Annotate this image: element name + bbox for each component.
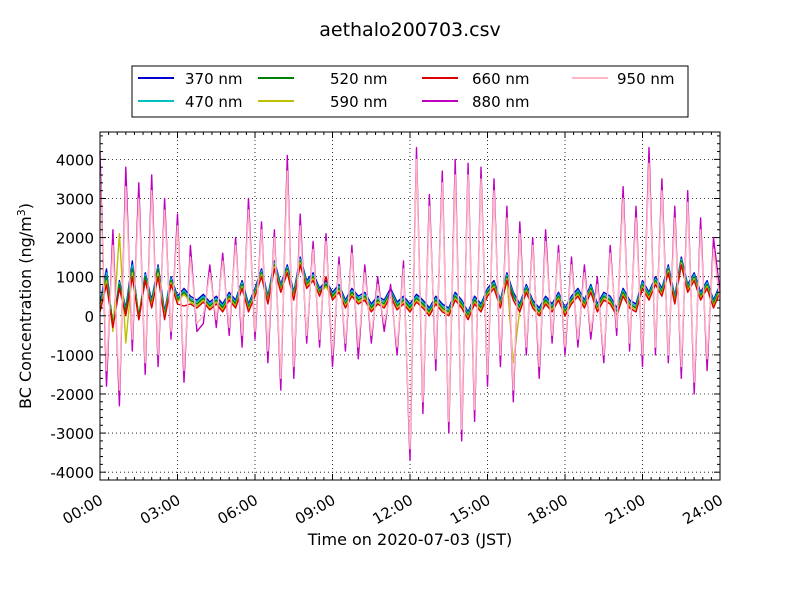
y-axis-label-main: BC Concentration (ng/m [16, 216, 35, 409]
series-line [99, 158, 721, 450]
legend-label: 660 nm [472, 70, 530, 88]
y-tick-label: -3000 [50, 425, 94, 443]
y-tick-label: 1000 [56, 269, 94, 287]
y-tick-label: 0 [84, 308, 94, 326]
legend: 370 nm 470 nm 520 nm 590 nm 660 nm 880 nm 950 … [131, 65, 689, 118]
legend-label: 470 nm [185, 93, 243, 111]
legend-label: 520 nm [330, 70, 388, 88]
y-axis-label-close: ) [16, 203, 35, 209]
y-tick-label: 2000 [56, 230, 94, 248]
y-tick-label: -1000 [50, 347, 94, 365]
y-tick-label: 3000 [56, 190, 94, 208]
legend-label: 950 nm [617, 70, 675, 88]
y-axis-label-sup: 3 [15, 209, 28, 216]
series-line [99, 146, 721, 462]
series-group [99, 146, 721, 462]
legend-label: 590 nm [330, 93, 388, 111]
legend-label: 880 nm [472, 93, 530, 111]
chart-title: aethalo200703.csv [319, 19, 501, 41]
y-tick-label: -4000 [50, 464, 94, 482]
legend-frame [131, 65, 689, 118]
x-axis-label: Time on 2020-07-03 (JST) [307, 530, 512, 549]
y-axis-label: BC Concentration (ng/m3) [15, 203, 35, 409]
y-tick-label: -2000 [50, 386, 94, 404]
legend-label: 370 nm [185, 70, 243, 88]
y-tick-label: 4000 [56, 151, 94, 169]
